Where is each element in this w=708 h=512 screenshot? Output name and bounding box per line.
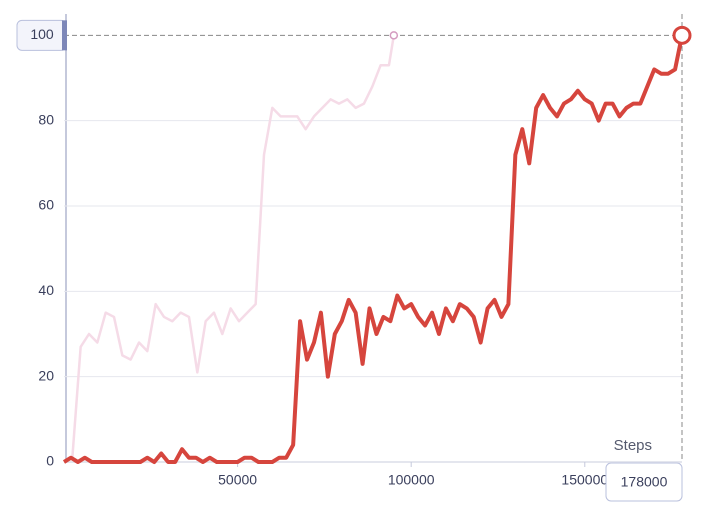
y-tick-label: 60: [38, 197, 54, 213]
series-end-marker: [389, 31, 399, 40]
cursor-x-label: 178000: [621, 474, 668, 490]
series-end-marker: [672, 25, 692, 45]
y-tick-label: 80: [38, 111, 54, 127]
x-axis-label: Steps: [614, 437, 652, 454]
x-tick-label: 100000: [388, 472, 435, 488]
y-tick-label: 0: [46, 453, 54, 469]
cursor-y-box-edge: [62, 20, 67, 51]
cursor-x-box: [605, 462, 683, 502]
cursor-y-label: 100: [30, 26, 54, 42]
x-tick-label: 50000: [218, 472, 257, 488]
x-tick-label: 150000: [561, 472, 608, 488]
series-line: [62, 34, 684, 464]
y-tick-label: 40: [38, 282, 54, 298]
y-tick-label: 20: [38, 367, 54, 383]
series-line: [63, 35, 396, 464]
